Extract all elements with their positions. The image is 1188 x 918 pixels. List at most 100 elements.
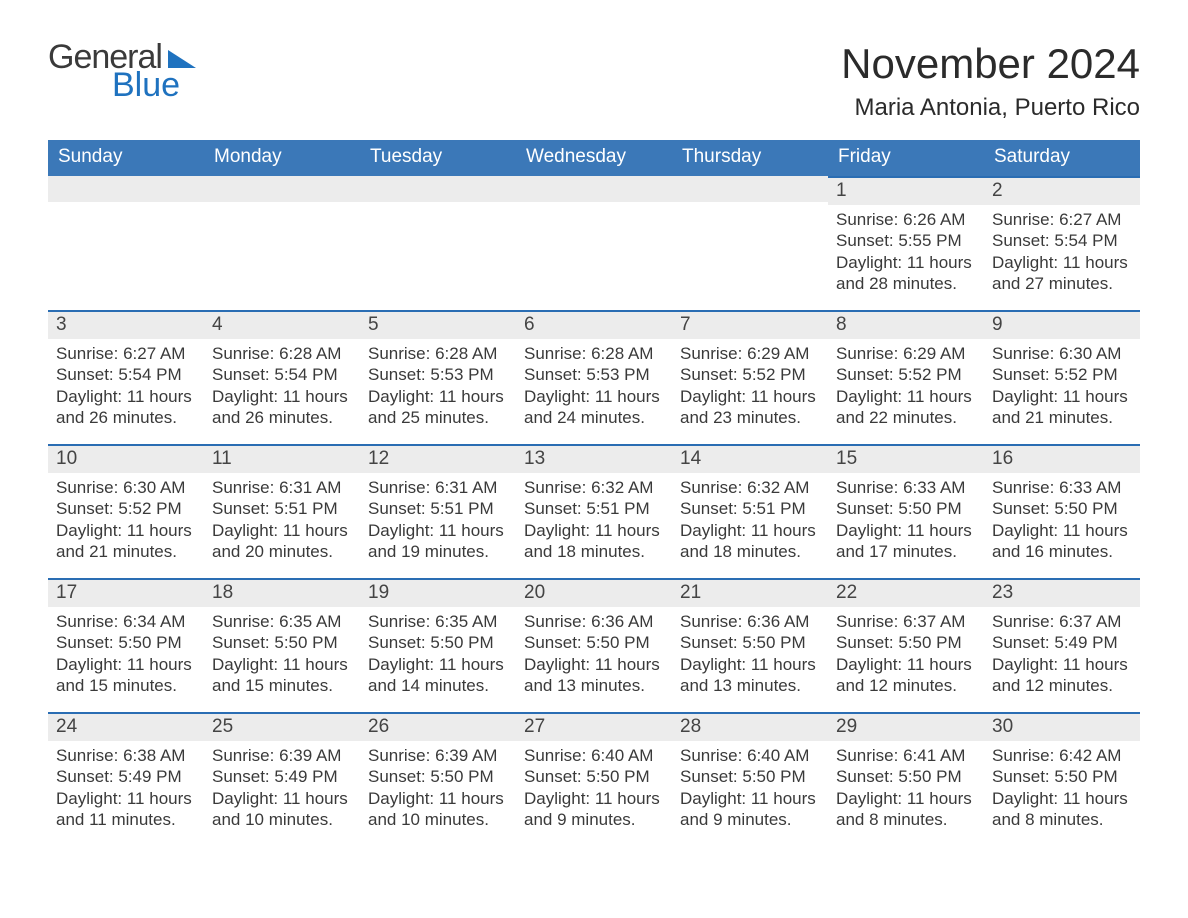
day-details: Sunrise: 6:28 AMSunset: 5:53 PMDaylight:… — [360, 339, 516, 436]
daylight-line: Daylight: 11 hours and 14 minutes. — [368, 654, 508, 697]
sunset-line: Sunset: 5:50 PM — [212, 632, 352, 653]
day-details: Sunrise: 6:38 AMSunset: 5:49 PMDaylight:… — [48, 741, 204, 838]
sunset-line: Sunset: 5:50 PM — [368, 766, 508, 787]
sunset-line: Sunset: 5:50 PM — [56, 632, 196, 653]
daylight-line: Daylight: 11 hours and 20 minutes. — [212, 520, 352, 563]
sunrise-line: Sunrise: 6:37 AM — [836, 611, 976, 632]
brand-word-2: Blue — [112, 68, 196, 102]
empty-day-bar — [360, 176, 516, 202]
sunrise-line: Sunrise: 6:42 AM — [992, 745, 1132, 766]
day-number: 10 — [48, 444, 204, 473]
daylight-line: Daylight: 11 hours and 23 minutes. — [680, 386, 820, 429]
sunset-line: Sunset: 5:51 PM — [368, 498, 508, 519]
day-number: 24 — [48, 712, 204, 741]
day-details: Sunrise: 6:41 AMSunset: 5:50 PMDaylight:… — [828, 741, 984, 838]
daylight-line: Daylight: 11 hours and 27 minutes. — [992, 252, 1132, 295]
empty-day-bar — [204, 176, 360, 202]
sunrise-line: Sunrise: 6:28 AM — [524, 343, 664, 364]
daylight-line: Daylight: 11 hours and 12 minutes. — [992, 654, 1132, 697]
month-title: November 2024 — [841, 40, 1140, 88]
sunrise-line: Sunrise: 6:31 AM — [368, 477, 508, 498]
day-number: 20 — [516, 578, 672, 607]
sunset-line: Sunset: 5:50 PM — [992, 498, 1132, 519]
day-details: Sunrise: 6:35 AMSunset: 5:50 PMDaylight:… — [360, 607, 516, 704]
day-number: 9 — [984, 310, 1140, 339]
calendar-day: 10Sunrise: 6:30 AMSunset: 5:52 PMDayligh… — [48, 444, 204, 578]
daylight-line: Daylight: 11 hours and 19 minutes. — [368, 520, 508, 563]
daylight-line: Daylight: 11 hours and 21 minutes. — [992, 386, 1132, 429]
day-details: Sunrise: 6:40 AMSunset: 5:50 PMDaylight:… — [516, 741, 672, 838]
sunrise-line: Sunrise: 6:33 AM — [992, 477, 1132, 498]
daylight-line: Daylight: 11 hours and 26 minutes. — [56, 386, 196, 429]
day-header: Sunday — [48, 140, 204, 176]
calendar-day: 26Sunrise: 6:39 AMSunset: 5:50 PMDayligh… — [360, 712, 516, 846]
calendar-week: 17Sunrise: 6:34 AMSunset: 5:50 PMDayligh… — [48, 578, 1140, 712]
daylight-line: Daylight: 11 hours and 28 minutes. — [836, 252, 976, 295]
sunrise-line: Sunrise: 6:26 AM — [836, 209, 976, 230]
daylight-line: Daylight: 11 hours and 9 minutes. — [680, 788, 820, 831]
calendar-week: 3Sunrise: 6:27 AMSunset: 5:54 PMDaylight… — [48, 310, 1140, 444]
day-number: 2 — [984, 176, 1140, 205]
sunrise-line: Sunrise: 6:36 AM — [524, 611, 664, 632]
day-details: Sunrise: 6:39 AMSunset: 5:50 PMDaylight:… — [360, 741, 516, 838]
day-number: 26 — [360, 712, 516, 741]
calendar-day: 3Sunrise: 6:27 AMSunset: 5:54 PMDaylight… — [48, 310, 204, 444]
calendar-day: 2Sunrise: 6:27 AMSunset: 5:54 PMDaylight… — [984, 176, 1140, 310]
day-details: Sunrise: 6:34 AMSunset: 5:50 PMDaylight:… — [48, 607, 204, 704]
location: Maria Antonia, Puerto Rico — [841, 94, 1140, 122]
sunset-line: Sunset: 5:54 PM — [992, 230, 1132, 251]
day-number: 29 — [828, 712, 984, 741]
title-block: November 2024 Maria Antonia, Puerto Rico — [841, 40, 1140, 122]
day-number: 27 — [516, 712, 672, 741]
sunset-line: Sunset: 5:54 PM — [212, 364, 352, 385]
day-number: 15 — [828, 444, 984, 473]
day-number: 4 — [204, 310, 360, 339]
day-number: 13 — [516, 444, 672, 473]
day-details: Sunrise: 6:28 AMSunset: 5:53 PMDaylight:… — [516, 339, 672, 436]
day-number: 22 — [828, 578, 984, 607]
day-details: Sunrise: 6:29 AMSunset: 5:52 PMDaylight:… — [828, 339, 984, 436]
daylight-line: Daylight: 11 hours and 10 minutes. — [368, 788, 508, 831]
sunrise-line: Sunrise: 6:32 AM — [524, 477, 664, 498]
sunrise-line: Sunrise: 6:35 AM — [212, 611, 352, 632]
day-header: Wednesday — [516, 140, 672, 176]
sunrise-line: Sunrise: 6:28 AM — [368, 343, 508, 364]
calendar-day-empty — [48, 176, 204, 310]
day-number: 16 — [984, 444, 1140, 473]
sunset-line: Sunset: 5:49 PM — [992, 632, 1132, 653]
sunrise-line: Sunrise: 6:39 AM — [368, 745, 508, 766]
empty-day-bar — [516, 176, 672, 202]
day-details: Sunrise: 6:36 AMSunset: 5:50 PMDaylight:… — [672, 607, 828, 704]
day-header: Saturday — [984, 140, 1140, 176]
daylight-line: Daylight: 11 hours and 18 minutes. — [680, 520, 820, 563]
sunset-line: Sunset: 5:53 PM — [368, 364, 508, 385]
day-details: Sunrise: 6:32 AMSunset: 5:51 PMDaylight:… — [672, 473, 828, 570]
day-details: Sunrise: 6:40 AMSunset: 5:50 PMDaylight:… — [672, 741, 828, 838]
sunset-line: Sunset: 5:50 PM — [992, 766, 1132, 787]
day-header: Monday — [204, 140, 360, 176]
day-details: Sunrise: 6:35 AMSunset: 5:50 PMDaylight:… — [204, 607, 360, 704]
day-details: Sunrise: 6:29 AMSunset: 5:52 PMDaylight:… — [672, 339, 828, 436]
sunset-line: Sunset: 5:50 PM — [836, 766, 976, 787]
day-details: Sunrise: 6:32 AMSunset: 5:51 PMDaylight:… — [516, 473, 672, 570]
sunset-line: Sunset: 5:51 PM — [680, 498, 820, 519]
sunrise-line: Sunrise: 6:36 AM — [680, 611, 820, 632]
sunset-line: Sunset: 5:54 PM — [56, 364, 196, 385]
day-details: Sunrise: 6:31 AMSunset: 5:51 PMDaylight:… — [204, 473, 360, 570]
day-number: 12 — [360, 444, 516, 473]
daylight-line: Daylight: 11 hours and 16 minutes. — [992, 520, 1132, 563]
sunrise-line: Sunrise: 6:32 AM — [680, 477, 820, 498]
daylight-line: Daylight: 11 hours and 10 minutes. — [212, 788, 352, 831]
daylight-line: Daylight: 11 hours and 21 minutes. — [56, 520, 196, 563]
calendar-day: 9Sunrise: 6:30 AMSunset: 5:52 PMDaylight… — [984, 310, 1140, 444]
day-details: Sunrise: 6:30 AMSunset: 5:52 PMDaylight:… — [48, 473, 204, 570]
sunrise-line: Sunrise: 6:29 AM — [680, 343, 820, 364]
daylight-line: Daylight: 11 hours and 9 minutes. — [524, 788, 664, 831]
day-details: Sunrise: 6:27 AMSunset: 5:54 PMDaylight:… — [984, 205, 1140, 302]
sunset-line: Sunset: 5:51 PM — [524, 498, 664, 519]
day-details: Sunrise: 6:28 AMSunset: 5:54 PMDaylight:… — [204, 339, 360, 436]
day-details: Sunrise: 6:36 AMSunset: 5:50 PMDaylight:… — [516, 607, 672, 704]
empty-day-bar — [48, 176, 204, 202]
daylight-line: Daylight: 11 hours and 26 minutes. — [212, 386, 352, 429]
day-number: 28 — [672, 712, 828, 741]
